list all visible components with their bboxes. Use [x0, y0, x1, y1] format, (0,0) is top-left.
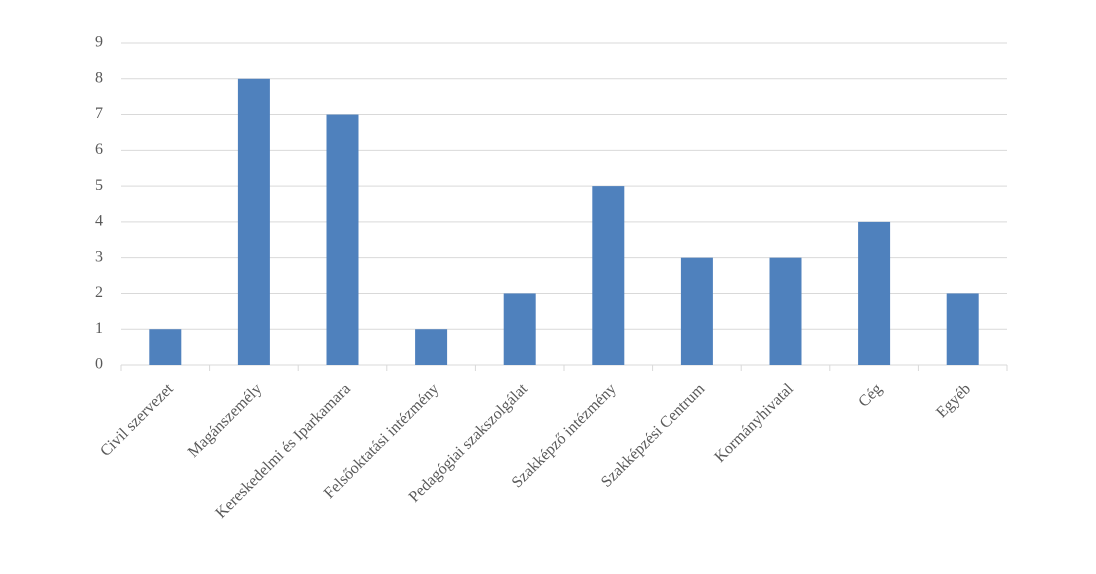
bar [769, 257, 802, 365]
bar [503, 293, 536, 365]
y-tick-label: 1 [95, 320, 103, 337]
y-tick-label: 2 [95, 284, 103, 301]
y-tick-label: 9 [95, 34, 103, 51]
y-tick-label: 8 [95, 69, 103, 86]
y-tick-label: 0 [95, 356, 103, 373]
y-tick-label: 4 [95, 213, 103, 230]
y-tick-label: 6 [95, 141, 103, 158]
bar [592, 186, 625, 365]
bar [946, 293, 979, 365]
x-tick-label: Egyéb [933, 380, 974, 421]
x-tick-label: Civil szervezet [97, 380, 177, 460]
x-tick-label: Magánszemély [185, 380, 266, 461]
bar [680, 257, 713, 365]
y-tick-label: 3 [95, 248, 103, 265]
bar [149, 329, 182, 365]
bar [326, 114, 359, 365]
bar [415, 329, 448, 365]
y-tick-label: 7 [95, 105, 103, 122]
bar [237, 78, 270, 366]
x-tick-label: Cég [855, 380, 885, 410]
y-tick-label: 5 [95, 177, 103, 194]
x-tick-label: Kormányhivatal [711, 380, 797, 466]
bar [858, 221, 891, 365]
